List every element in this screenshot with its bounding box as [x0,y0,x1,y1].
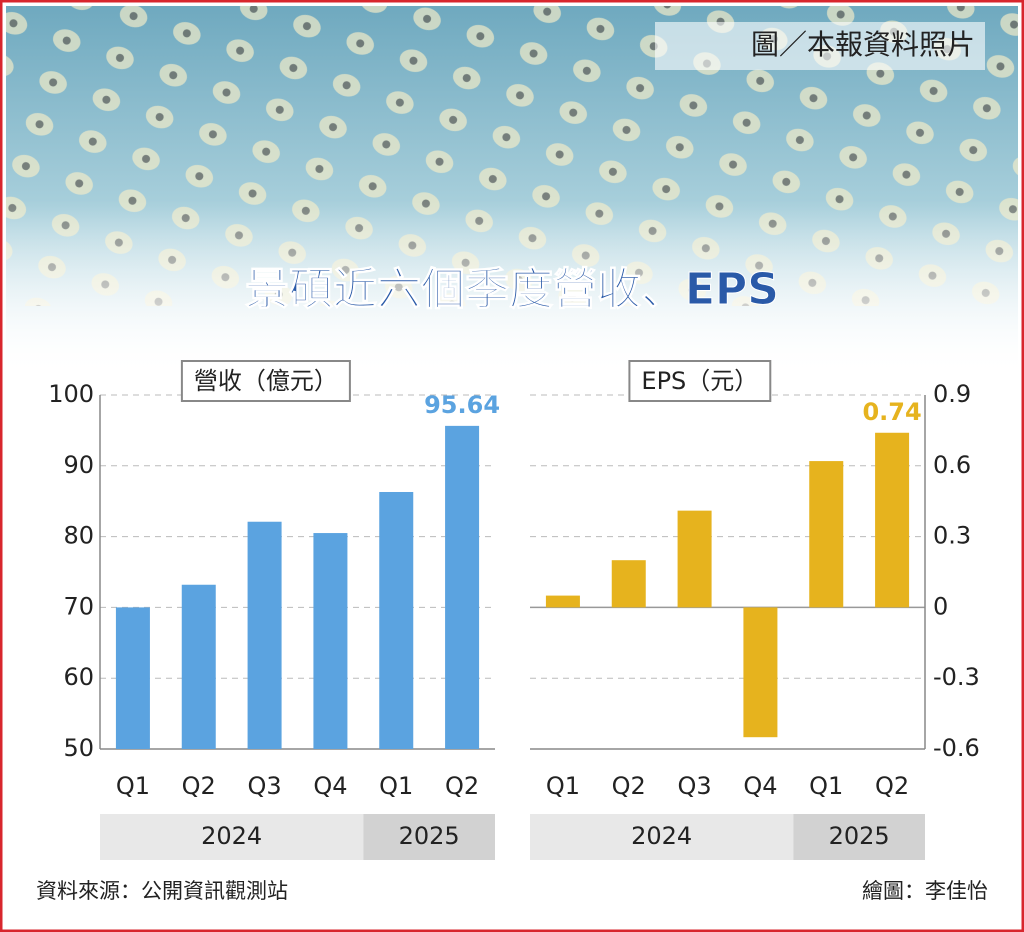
year-label: 2024 [201,822,262,850]
charts: 50 60 70 80 90 100 營收（億元） Q1 Q2 Q3 Q4 Q1 Q2 95.64 2024… [48,360,980,860]
bar [181,584,216,749]
year-label: 2025 [829,822,890,850]
y-tick-label: 0.3 [933,522,971,550]
year-band [363,814,495,860]
y-tick-label: 70 [63,592,94,620]
x-tick-label: Q1 [809,772,843,800]
x-tick-label: Q2 [182,772,216,800]
x-tick-label: Q2 [612,772,646,800]
bar [875,432,910,608]
y-tick-label: -0.3 [933,663,980,691]
bar [247,521,282,749]
bar [313,533,348,749]
credit-bg [655,22,985,70]
x-tick-label: Q1 [546,772,580,800]
chart-title: 景碩近六個季度營收、EPS [245,264,779,315]
x-tick-label: Q3 [677,772,711,800]
year-label: 2025 [399,822,460,850]
author: 繪圖：李佳怡 [862,879,988,903]
bar [379,491,414,749]
bar [545,595,580,608]
bar [743,607,778,738]
y-tick-label: 80 [63,522,94,550]
y-tick-label: 90 [63,451,94,479]
x-tick-label: Q2 [875,772,909,800]
axis-label: EPS（元） [641,367,758,395]
axis-label-box [628,360,772,402]
photo-fade [6,200,1018,376]
x-tick-label: Q3 [247,772,281,800]
x-tick-label: Q1 [379,772,413,800]
y-tick-label: 50 [63,734,94,762]
x-tick-label: Q2 [445,772,479,800]
value-label: 95.64 [424,391,500,419]
y-tick-label: -0.6 [933,734,980,762]
axis-label: 營收（億元） [194,367,338,395]
bar [611,560,646,608]
axis-label-box [180,360,351,402]
bar [677,510,712,608]
y-tick-label: 0 [933,592,948,620]
year-band [793,814,925,860]
x-tick-label: Q1 [116,772,150,800]
source: 資料來源：公開資訊觀測站 [36,879,288,903]
year-band [530,814,794,860]
year-label: 2024 [631,822,692,850]
bar [115,607,150,749]
x-tick-label: Q4 [743,772,777,800]
value-label: 0.74 [862,398,921,426]
photo-credit: 圖／本報資料照片 [751,28,975,61]
x-tick-label: Q4 [313,772,347,800]
bar [445,425,480,749]
y-tick-label: 0.9 [933,380,971,408]
y-tick-label: 60 [63,663,94,691]
bar [809,461,844,608]
y-tick-label: 100 [48,380,94,408]
y-tick-label: 0.6 [933,451,971,479]
year-band [100,814,364,860]
